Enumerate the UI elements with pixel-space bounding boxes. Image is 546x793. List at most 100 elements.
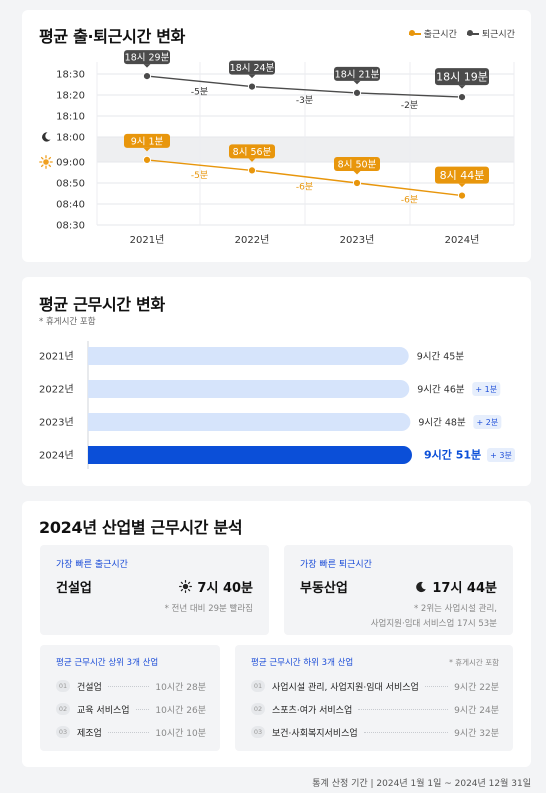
data-label-bg	[229, 144, 275, 159]
bar-value-label: 9시간 51분	[424, 448, 481, 462]
fastest-commute-label: 가장 빠른 출근시간	[56, 560, 128, 570]
data-label: 18시 24분	[230, 63, 275, 74]
legend-label-out: 퇴근시간	[481, 30, 515, 40]
data-label: 18시 29분	[125, 53, 170, 64]
data-label: 8시 44분	[440, 169, 485, 182]
sun-ray	[48, 164, 52, 168]
y-tick-label: 09:00	[56, 158, 85, 169]
work-hours-card: 평균 근무시간 변화 * 휴게시간 포함 2021년 9시간 45분 2022년 9시…	[22, 277, 531, 486]
rank-number: 01	[251, 680, 265, 692]
fastest-commute-time: 7시 40분	[197, 581, 253, 596]
industry-name: 교육 서비스업	[77, 705, 130, 716]
bottom3-note: * 휴게시간 포함	[449, 658, 499, 667]
industry-name: 제조업	[77, 728, 102, 739]
sun-ray	[48, 156, 52, 160]
fastest-leave-note-line1: * 2위는 사업시설 관리,	[413, 604, 497, 614]
data-point	[352, 178, 362, 188]
sun-core	[43, 159, 49, 165]
bar-left-edge	[88, 380, 97, 398]
work-hours-title: 평균 근무시간 변화	[39, 295, 165, 314]
data-point	[457, 191, 467, 200]
work-hours-value: 10시간 26분	[155, 705, 206, 716]
data-label: 8시 50분	[338, 159, 377, 170]
bar-left-edge	[88, 347, 97, 365]
commute-line-chart: 18:30 18:20 18:10 18:00 09:00 08:50 08:40 08:30…	[39, 50, 515, 246]
y-tick-label: 18:30	[56, 70, 85, 81]
top3-title: 평균 근무시간 상위 3개 산업	[56, 658, 159, 668]
data-label: 18시 19분	[436, 71, 488, 84]
leader-dots	[358, 708, 449, 710]
change-label: -6분	[296, 182, 313, 193]
bar-category-label: 2024년	[39, 450, 74, 462]
bottom3-title: 평균 근무시간 하위 3개 산업	[251, 658, 354, 668]
y-tick-label: 18:20	[56, 91, 85, 102]
legend-marker-out	[466, 30, 479, 36]
data-label-bg	[334, 66, 380, 81]
bar-left-edge	[88, 413, 97, 431]
bar	[88, 446, 412, 464]
leader-dots	[135, 708, 150, 710]
bar-category-label: 2021년	[39, 351, 74, 363]
fastest-leave-label: 가장 빠른 퇴근시간	[300, 560, 372, 570]
data-point	[457, 93, 467, 102]
legend-item-in: 출근시간	[408, 27, 457, 40]
leader-dots	[424, 685, 449, 687]
work-hours-value: 9시간 22분	[454, 682, 499, 693]
fastest-commute-note: * 전년 대비 29분 빨라짐	[164, 604, 253, 614]
bar-left-edge	[88, 446, 97, 464]
industry-name: 건설업	[77, 682, 102, 693]
leader-dots	[363, 731, 449, 733]
rank-number: 03	[251, 726, 265, 738]
bar-value-label: 9시간 48분	[418, 418, 466, 429]
industry-analysis-card: 2024년 산업별 근무시간 분석 가장 빠른 출근시간 건설업 7시 40분 …	[22, 501, 531, 767]
change-label: -3분	[296, 95, 313, 106]
data-point	[247, 82, 257, 91]
industry-title: 2024년 산업별 근무시간 분석	[39, 518, 243, 537]
list-item: 02 교육 서비스업 10시간 26분	[56, 700, 206, 718]
change-badge-bg	[473, 415, 502, 429]
y-tick-label: 08:50	[56, 179, 85, 190]
sun-ray	[40, 156, 44, 160]
chart-legend: 출근시간 퇴근시간	[408, 27, 515, 40]
y-tick-label: 18:10	[56, 112, 85, 123]
change-label: -5분	[191, 86, 208, 97]
bar-value-label: 9시간 45분	[417, 352, 465, 363]
x-tick-label: 2022년	[235, 234, 270, 246]
bottom3-industries-box: 평균 근무시간 하위 3개 산업 * 휴게시간 포함 01 사업시설 관리, 사…	[235, 645, 513, 751]
data-point	[142, 72, 152, 81]
industry-name: 사업시설 관리, 사업지원·임대 서비스업	[272, 682, 419, 693]
data-point	[352, 88, 362, 98]
fastest-commute-industry: 건설업	[56, 581, 92, 596]
x-tick-label: 2021년	[130, 234, 165, 246]
y-tick-label: 08:40	[56, 200, 85, 211]
industry-name: 스포츠·여가 서비스업	[272, 705, 353, 716]
rank-number: 03	[56, 726, 70, 738]
moon-icon	[42, 132, 51, 142]
work-hours-value: 10시간 10분	[155, 728, 206, 739]
moon-icon	[416, 581, 427, 592]
bar-category-label: 2022년	[39, 384, 74, 396]
work-hours-value: 10시간 28분	[155, 682, 206, 693]
rank-number: 01	[56, 680, 70, 692]
legend-label-in: 출근시간	[423, 30, 457, 40]
data-label: 8시 56분	[233, 147, 272, 158]
bar	[88, 413, 411, 431]
leader-dots	[107, 685, 150, 687]
change-badge: + 1분	[475, 385, 497, 394]
fastest-leave-time: 17시 44분	[432, 581, 497, 596]
break-time-note: * 휴게시간 포함	[39, 317, 96, 327]
change-badge: + 3분	[490, 451, 512, 460]
data-label-bg	[229, 60, 275, 75]
legend-marker-in	[408, 30, 421, 36]
list-item: 03 제조업 10시간 10분	[56, 723, 206, 741]
data-point	[142, 155, 152, 164]
list-item: 01 건설업 10시간 28분	[56, 677, 206, 695]
leader-dots	[107, 731, 150, 733]
commute-chart-title: 평균 출·퇴근시간 변화	[39, 27, 186, 46]
change-badge: + 2분	[477, 418, 499, 427]
fastest-leave-note-line2: 사업지원·임대 서비스업 17시 53분	[370, 619, 497, 629]
work-hours-value: 9시간 24분	[454, 705, 499, 716]
data-label-pointer	[143, 147, 151, 152]
data-label-pointer	[353, 80, 361, 85]
change-label: -5분	[191, 170, 208, 181]
